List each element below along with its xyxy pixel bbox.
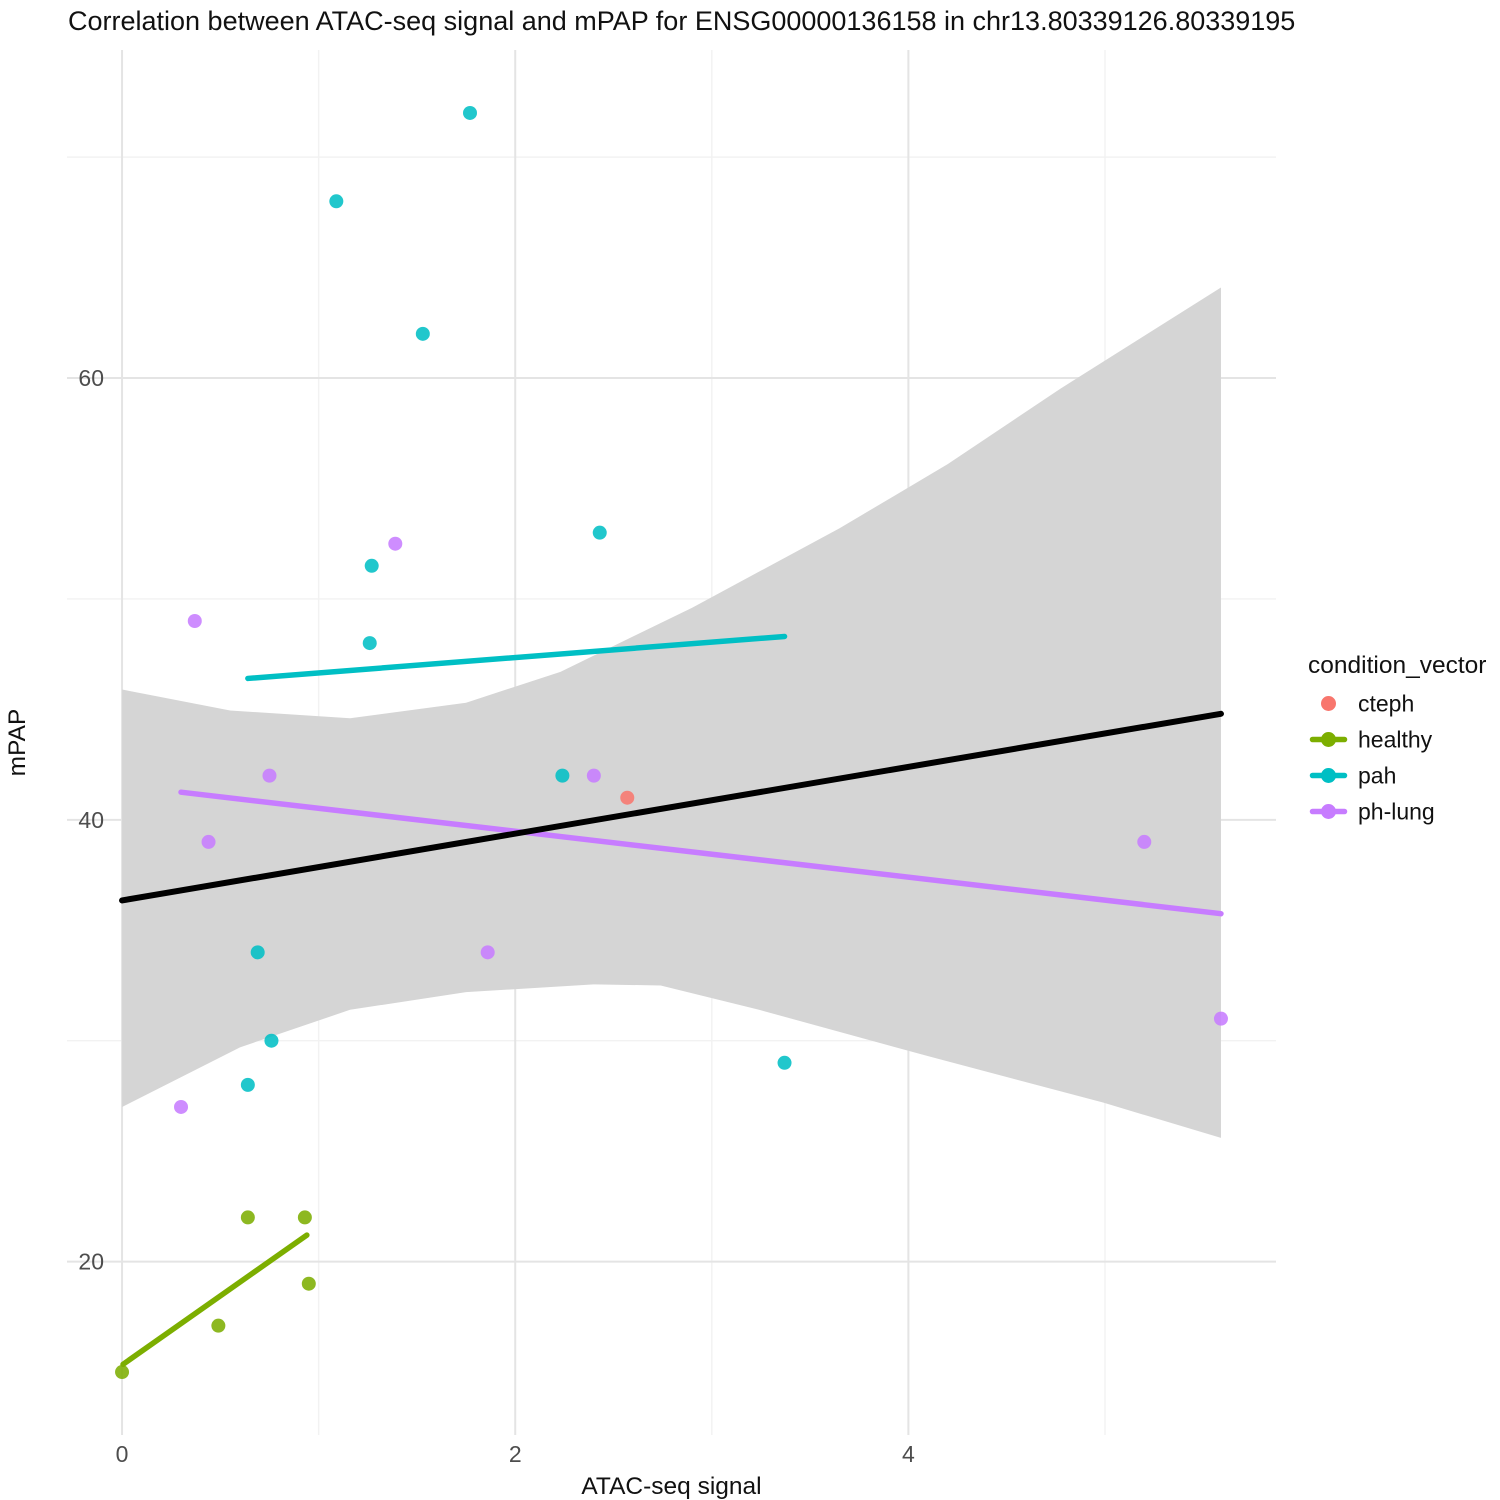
data-point-pah [592, 525, 607, 540]
data-point-ph-lung [174, 1099, 189, 1114]
x-axis-title: ATAC-seq signal [581, 1473, 761, 1500]
legend-key-dot-ph-lung [1321, 804, 1336, 819]
data-point-pah [415, 326, 430, 341]
x-tick-label: 4 [902, 1441, 915, 1467]
data-point-ph-lung [262, 768, 277, 783]
y-tick-label: 40 [78, 807, 104, 833]
legend-key-dot-cteph [1321, 696, 1336, 711]
data-point-ph-lung [480, 945, 495, 960]
fit-line-ph-lung [178, 789, 1224, 917]
data-point-pah [250, 945, 265, 960]
confidence-band [122, 287, 1221, 1138]
data-point-pah [329, 194, 344, 209]
data-point-pah [777, 1055, 792, 1070]
y-axis-title: mPAP [4, 709, 31, 777]
data-point-ph-lung [1137, 834, 1152, 849]
legend-title: condition_vector [1308, 652, 1486, 679]
legend-label-ph-lung: ph-lung [1358, 799, 1435, 825]
data-point-ph-lung [201, 834, 216, 849]
data-point-pah [240, 1077, 255, 1092]
x-tick-label: 2 [509, 1441, 522, 1467]
overall-fit-line [119, 710, 1224, 904]
data-point-ph-lung [1213, 1011, 1228, 1026]
plot-title: Correlation between ATAC-seq signal and … [68, 6, 1296, 36]
legend-label-cteph: cteph [1358, 691, 1414, 717]
fit-line-pah [245, 633, 788, 682]
data-point-pah [264, 1033, 279, 1048]
data-point-healthy [240, 1210, 255, 1225]
legend-label-healthy: healthy [1358, 727, 1433, 753]
data-point-healthy [297, 1210, 312, 1225]
data-point-healthy [301, 1276, 316, 1291]
data-point-ph-lung [187, 614, 202, 629]
data-point-healthy [211, 1318, 226, 1333]
legend-label-pah: pah [1358, 763, 1396, 789]
data-point-ph-lung [586, 768, 601, 783]
data-point-cteph [620, 790, 635, 805]
legend-key-dot-pah [1321, 768, 1336, 783]
y-tick-label: 20 [78, 1249, 104, 1275]
fit-line-healthy [120, 1232, 310, 1368]
data-point-pah [364, 558, 379, 573]
data-point-pah [362, 636, 377, 651]
data-point-pah [463, 105, 477, 120]
data-point-healthy [115, 1365, 130, 1380]
data-point-ph-lung [388, 536, 403, 551]
legend-key-dot-healthy [1321, 732, 1336, 747]
x-tick-label: 0 [116, 1441, 129, 1467]
y-tick-label: 60 [78, 365, 104, 391]
data-point-pah [555, 768, 570, 783]
